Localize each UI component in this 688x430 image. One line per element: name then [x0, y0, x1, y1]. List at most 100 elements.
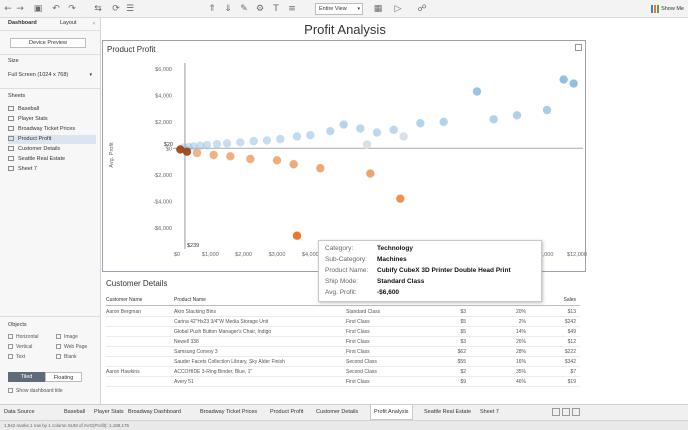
mark-tooltip: Category: Technology Sub-Category: Machine…: [318, 240, 542, 302]
object-text[interactable]: Text: [8, 354, 25, 361]
cell-ship-mode: First Class: [346, 339, 370, 345]
sheets-section-title: Sheets: [8, 93, 26, 99]
cell-sales: $222: [564, 349, 576, 355]
tab-customer-details[interactable]: Customer Details: [316, 409, 359, 415]
table-row[interactable]: Newell 338 First Class $3 26% $12: [106, 338, 580, 347]
share-icon[interactable]: ☍: [417, 4, 427, 14]
expand-icon[interactable]: [575, 44, 582, 51]
show-title-checkbox[interactable]: Show dashboard title: [8, 388, 63, 394]
new-data-source-icon[interactable]: [552, 408, 560, 416]
data-point: [542, 105, 552, 115]
tab-broadway-dashboard[interactable]: Broadway Dashboard: [128, 409, 181, 415]
tooltip-key: Sub-Category:: [325, 256, 367, 263]
sheet-item-baseball[interactable]: Baseball: [8, 105, 96, 114]
tab-data-source[interactable]: Data Source: [4, 409, 35, 415]
chart-type-icon[interactable]: ☰: [125, 4, 135, 14]
sheet-item-broadway-ticket-prices[interactable]: Broadway Ticket Prices: [8, 125, 96, 134]
fit-select-value: Entire View: [319, 6, 347, 12]
sheet-item-seattle-real-estate[interactable]: Seattle Real Estate: [8, 155, 96, 164]
device-preview-button[interactable]: Device Preview: [10, 38, 86, 48]
object-label: Text: [16, 354, 26, 360]
sheet-icon: [8, 126, 14, 131]
dashboard-side-panel: Dashboard Layout ‹ Device Preview Size F…: [0, 18, 101, 404]
chart-title: Product Profit: [107, 45, 156, 54]
cell-profit-ratio: 20%: [515, 309, 526, 315]
object-image[interactable]: Image: [56, 334, 78, 341]
tab-layout[interactable]: Layout: [60, 20, 77, 26]
column-header-product-name[interactable]: Product Name: [174, 297, 206, 303]
tab-broadway-ticket-prices[interactable]: Broadway Ticket Prices: [200, 409, 258, 415]
tab-baseball[interactable]: Baseball: [64, 409, 86, 415]
floating-button[interactable]: Floating: [45, 372, 82, 382]
new-sheet-icon[interactable]: [562, 408, 570, 416]
table-row[interactable]: Aaron Bergman Akro Stacking Bins Standard …: [106, 308, 580, 317]
size-select[interactable]: Full Screen (1024 x 768) ▾: [8, 71, 94, 79]
data-point: [472, 87, 482, 96]
swap-icon[interactable]: ⇆: [94, 4, 102, 14]
sort-desc-icon[interactable]: ⇓: [224, 4, 232, 14]
sheet-item-player-stats[interactable]: Player Stats: [8, 115, 96, 124]
x-tick-label: $11,000: [534, 252, 553, 258]
redo-icon[interactable]: ↷: [68, 4, 76, 14]
object-vertical[interactable]: Vertical: [8, 344, 32, 351]
new-dashboard-icon[interactable]: [572, 408, 580, 416]
cell-profit-ratio: 28%: [515, 349, 526, 355]
table-row[interactable]: Aaron Hawkins ACCOHIDE 3-Ring Binder, Blu…: [106, 368, 580, 377]
table-row[interactable]: Global Push Button Manager's Chair, Indi…: [106, 328, 580, 337]
tab-product-profit[interactable]: Product Profit: [270, 409, 304, 415]
fix-axes-icon[interactable]: ▦: [373, 4, 383, 14]
cell-profit: $3: [460, 339, 466, 345]
presentation-icon[interactable]: ▷: [394, 4, 402, 14]
sheet-icon: [8, 156, 14, 161]
reference-line-y-label: $20: [164, 142, 173, 148]
tab-sheet-7[interactable]: Sheet 7: [480, 409, 499, 415]
column-header-sales[interactable]: Sales: [563, 297, 576, 303]
table-row[interactable]: Samsung Convoy 3 First Class $62 28% $222: [106, 348, 580, 357]
data-point: [326, 126, 335, 136]
object-horizontal[interactable]: Horizontal: [8, 334, 39, 341]
forward-icon[interactable]: →: [16, 4, 24, 14]
column-header-customer-name[interactable]: Customer Name: [106, 297, 143, 303]
chevron-down-icon: ▾: [89, 72, 92, 78]
label-icon[interactable]: T: [273, 4, 279, 14]
sheet-item-customer-details[interactable]: Customer Details: [8, 145, 96, 154]
table-row[interactable]: Sauder Facets Collection Library, Sky Al…: [106, 358, 580, 367]
y-axis-label: Avg. Profit: [109, 142, 115, 168]
format-icon[interactable]: ≡: [288, 4, 296, 14]
undo-icon[interactable]: ↶: [52, 4, 60, 14]
object-web-page[interactable]: Web Page: [56, 344, 87, 351]
fit-select[interactable]: Entire View ▾: [315, 3, 363, 15]
show-me-icon: [651, 4, 660, 13]
refresh-icon[interactable]: ⟳: [112, 4, 120, 14]
sheet-item-sheet-7[interactable]: Sheet 7: [8, 165, 96, 174]
back-icon[interactable]: ←: [4, 4, 12, 14]
tiled-button[interactable]: Tiled: [8, 372, 45, 382]
group-icon[interactable]: ⚙: [255, 4, 265, 14]
tooltip-value: Standard Class: [377, 278, 425, 285]
collapse-panel-icon[interactable]: ‹: [92, 20, 96, 27]
object-blank[interactable]: Blank: [56, 354, 77, 361]
sheet-icon: [8, 136, 14, 141]
table-row[interactable]: Carina 42"Hx23 3/4"W Media Storage Unit F…: [106, 318, 580, 327]
table-row[interactable]: Avery 51 First Class $9 46% $19: [106, 378, 580, 387]
show-me-button[interactable]: Show Me: [651, 3, 684, 15]
sheet-item-product-profit[interactable]: Product Profit: [8, 135, 96, 144]
image-icon: [56, 334, 61, 339]
tooltip-row-subcategory: Sub-Category: Machines: [325, 255, 407, 265]
tab-dashboard[interactable]: Dashboard: [8, 20, 37, 26]
product-profit-chart[interactable]: $6,000 $4,000 $2,000 $0 -$2,000 -$4,000 -$6,00…: [102, 40, 587, 273]
data-point: [339, 120, 348, 129]
sort-asc-icon[interactable]: ⇑: [208, 4, 216, 14]
sheet-item-label: Product Profit: [18, 136, 52, 142]
scatter-plot[interactable]: $6,000 $4,000 $2,000 $0 -$2,000 -$4,000 -$6,00…: [103, 41, 587, 273]
cell-product-name: Akro Stacking Bins: [174, 309, 216, 315]
tab-seattle-real-estate[interactable]: Seattle Real Estate: [424, 409, 472, 415]
tab-profit-analysis[interactable]: Profit Analysis: [370, 405, 413, 420]
cell-customer-name: Aaron Hawkins: [106, 369, 140, 375]
tooltip-row-product: Product Name: Cubify CubeX 3D Printer Dou…: [325, 266, 511, 276]
highlight-icon[interactable]: ✎: [240, 4, 248, 14]
data-point: [316, 164, 325, 173]
data-point: [222, 139, 232, 148]
save-icon[interactable]: ▣: [33, 4, 43, 14]
tab-player-stats[interactable]: Player Stats: [94, 409, 124, 415]
